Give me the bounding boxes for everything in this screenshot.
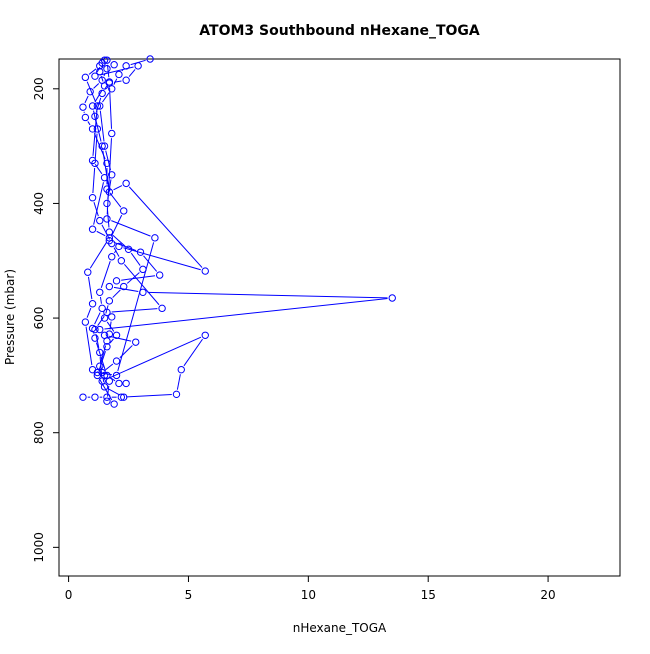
chart-title: ATOM3 Southbound nHexane_TOGA (199, 23, 480, 39)
x-tick-label: 0 (65, 588, 73, 602)
x-tick-label: 5 (185, 588, 193, 602)
y-tick-label: 600 (32, 307, 46, 330)
y-tick-label: 200 (32, 77, 46, 100)
x-tick-label: 15 (421, 588, 436, 602)
y-tick-label: 400 (32, 192, 46, 215)
y-axis-label: Pressure (mbar) (3, 269, 17, 365)
y-tick-label: 800 (32, 421, 46, 444)
x-axis-label: nHexane_TOGA (293, 621, 387, 635)
x-tick-label: 20 (540, 588, 555, 602)
x-tick-label: 10 (301, 588, 316, 602)
y-tick-label: 1000 (32, 532, 46, 563)
